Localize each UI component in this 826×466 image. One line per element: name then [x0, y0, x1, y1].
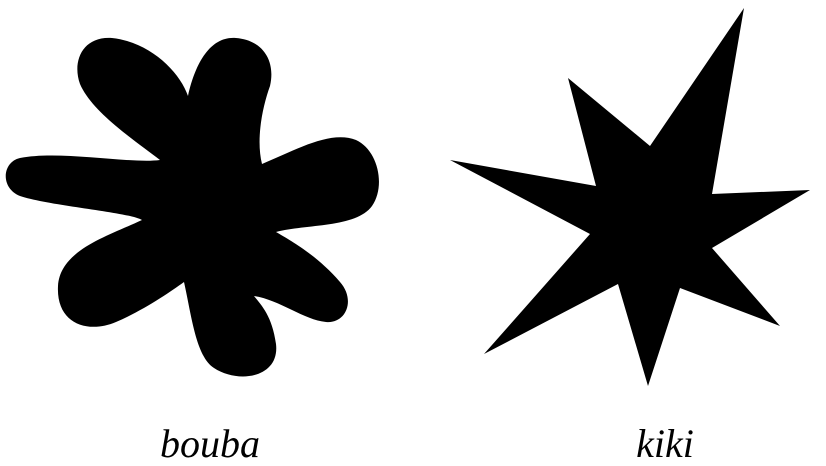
bouba-label: bouba [160, 421, 260, 466]
kiki-label: kiki [636, 421, 694, 466]
